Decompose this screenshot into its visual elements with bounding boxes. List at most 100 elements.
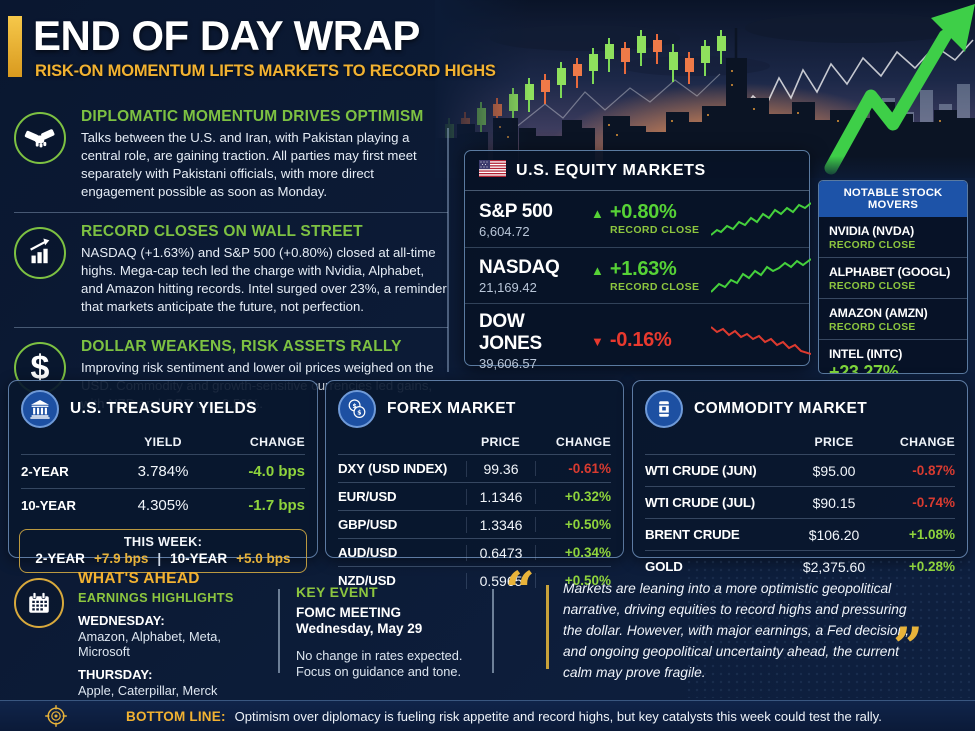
treasury-row-10year: 10-YEAR 4.305% -1.7 bps (21, 488, 305, 522)
price: 1.3346 (466, 516, 535, 533)
price: 1.1346 (466, 488, 535, 505)
section-divider (278, 589, 280, 673)
pair: EUR/USD (338, 489, 397, 504)
equity-row-sp500: S&P 500 6,604.72 ▲ +0.80% RECORD CLOSE (465, 191, 811, 247)
commodity-market-panel: COMMODITY MARKET PRICE CHANGE WTI CRUDE … (632, 380, 968, 575)
down-triangle-icon: ▼ (591, 333, 604, 349)
forex-row-audusd: AUD/USD 0.6473 +0.34% (338, 538, 611, 566)
index-name: DOW JONES (479, 311, 542, 354)
price: 0.5965 (466, 572, 535, 589)
close-quote-icon: ” (893, 617, 923, 678)
change: -0.87% (912, 463, 955, 478)
index-change: +0.80% (609, 201, 677, 224)
day-label: WEDNESDAY: (78, 613, 165, 628)
price: $90.15 (812, 494, 856, 511)
treasury-panel-title: U.S. TREASURY YIELDS (70, 400, 257, 417)
forex-panel-title: FOREX MARKET (387, 400, 516, 417)
commodity-row-wti-jun: WTI CRUDE (JUN) $95.00 -0.87% (645, 454, 955, 486)
col-price: PRICE (480, 435, 521, 449)
handshake-icon (14, 112, 66, 164)
bar-chart-icon (14, 226, 66, 279)
us-flag-icon (479, 160, 506, 182)
change: +0.34% (535, 545, 611, 560)
equity-panel-title: U.S. EQUITY MARKETS (516, 162, 706, 179)
section-divider (492, 589, 494, 673)
calendar-icon (14, 578, 64, 628)
mover-intel: INTEL (INTC) +23.27% (819, 339, 967, 374)
mover-amazon: AMAZON (AMZN) RECORD CLOSE (819, 298, 967, 339)
forex-row-eurusd: EUR/USD 1.1346 +0.32% (338, 482, 611, 510)
sparkline-up (711, 201, 811, 236)
dollar-glyph: $ (30, 348, 50, 387)
col-price: PRICE (814, 435, 854, 449)
commodity-name: BRENT CRUDE (645, 527, 740, 542)
commodity-name: WTI CRUDE (JUL) (645, 495, 756, 510)
key-event-title: KEY EVENT (296, 584, 378, 600)
record-close-label: RECORD CLOSE (610, 224, 700, 237)
index-value: 6,604.72 (479, 223, 530, 239)
day-companies: Amazon, Alphabet, Meta, Microsoft (78, 629, 221, 659)
commodity-row-wti-jul: WTI CRUDE (JUL) $90.15 -0.74% (645, 486, 955, 518)
equity-row-nasdaq: NASDAQ 21,169.42 ▲ +1.63% RECORD CLOSE (465, 247, 811, 303)
up-triangle-icon: ▲ (591, 262, 604, 278)
index-name: S&P 500 (479, 200, 553, 222)
commodity-row-gold: GOLD $2,375.60 +0.28% (645, 550, 955, 582)
week-change: +5.0 bps (236, 551, 291, 566)
change: -0.74% (912, 495, 955, 510)
sparkline-down (711, 326, 811, 355)
vertical-divider (447, 128, 449, 372)
mover-note: RECORD CLOSE (829, 281, 916, 292)
bottom-line-bar: BOTTOM LINE: Optimism over diplomacy is … (0, 700, 975, 731)
this-week-box: THIS WEEK: 2-YEAR +7.9 bps | 10-YEAR +5.… (19, 529, 307, 573)
price: 99.36 (466, 460, 535, 477)
change: +0.28% (908, 559, 955, 574)
page-title: END OF DAY WRAP (33, 12, 420, 59)
pair: NZD/USD (338, 573, 396, 588)
news-stories: DIPLOMATIC MOMENTUM DRIVES OPTIMISM Talk… (14, 98, 448, 423)
sparkline-up (711, 258, 811, 293)
mover-name: AMAZON (AMZN) (829, 306, 928, 320)
index-change: -0.16% (609, 328, 672, 351)
col-change: CHANGE (249, 435, 305, 449)
notable-stock-movers-panel: NOTABLE STOCK MOVERS NVIDIA (NVDA) RECOR… (818, 180, 968, 374)
story-body: NASDAQ (+1.63%) and S&P 500 (+0.80%) clo… (81, 244, 447, 314)
title-accent-bar (8, 16, 22, 77)
mover-note: RECORD CLOSE (829, 322, 916, 333)
key-event-detail: Focus on guidance and tone. (296, 664, 462, 679)
up-arrow-graphic (824, 4, 975, 175)
mover-name: NVIDIA (NVDA) (829, 224, 915, 238)
change: -4.0 bps (248, 463, 305, 480)
forex-row-dxy: DXY (USD INDEX) 99.36 -0.61% (338, 454, 611, 482)
equity-row-dowjones: DOW JONES 39,606.57 ▼ -0.16% (465, 303, 811, 371)
market-quote: Markets are leaning into a more optimist… (563, 581, 910, 680)
change: +0.50% (535, 517, 611, 532)
forex-row-gbpusd: GBP/USD 1.3346 +0.50% (338, 510, 611, 538)
commodity-row-brent: BRENT CRUDE $106.20 +1.08% (645, 518, 955, 550)
day-label: THURSDAY: (78, 667, 153, 682)
price: $106.20 (808, 526, 860, 543)
pair: DXY (USD INDEX) (338, 461, 448, 476)
target-icon (44, 704, 68, 728)
col-yield: YIELD (144, 435, 182, 449)
index-value: 39,606.57 (479, 356, 537, 371)
quote-accent-bar (546, 585, 549, 669)
pair: GBP/USD (338, 517, 398, 532)
story-title: RECORD CLOSES ON WALL STREET (81, 222, 363, 240)
bottom-line-text: Optimism over diplomacy is fueling risk … (234, 708, 882, 724)
treasury-yields-panel: U.S. TREASURY YIELDS YIELD CHANGE 2-YEAR… (8, 380, 318, 573)
pair: AUD/USD (338, 545, 398, 560)
change: +0.32% (535, 489, 611, 504)
open-quote-icon: “ (505, 561, 535, 622)
col-change: CHANGE (899, 435, 955, 449)
whats-ahead-section: WHAT'S AHEAD EARNINGS HIGHLIGHTS WEDNESD… (78, 570, 274, 698)
commodity-name: GOLD (645, 559, 683, 574)
key-event-name: FOMC MEETING (296, 605, 401, 620)
movers-panel-title: NOTABLE STOCK MOVERS (819, 181, 967, 217)
story-record-closes: RECORD CLOSES ON WALL STREET NASDAQ (+1.… (14, 211, 448, 327)
up-triangle-icon: ▲ (591, 206, 604, 222)
tenor: 10-YEAR (21, 498, 76, 513)
story-diplomacy: DIPLOMATIC MOMENTUM DRIVES OPTIMISM Talk… (14, 98, 448, 212)
mover-change: +23.27% (829, 362, 899, 374)
price: 0.6473 (466, 544, 535, 561)
week-divider: | (157, 551, 162, 566)
